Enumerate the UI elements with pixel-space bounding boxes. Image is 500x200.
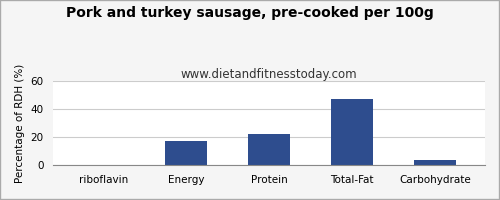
- Title: www.dietandfitnesstoday.com: www.dietandfitnesstoday.com: [181, 68, 358, 81]
- Bar: [166, 141, 207, 165]
- Y-axis label: Percentage of RDH (%): Percentage of RDH (%): [15, 63, 25, 183]
- Bar: [414, 160, 456, 165]
- Text: Pork and turkey sausage, pre-cooked per 100g: Pork and turkey sausage, pre-cooked per …: [66, 6, 434, 20]
- Bar: [332, 99, 373, 165]
- Bar: [248, 134, 290, 165]
